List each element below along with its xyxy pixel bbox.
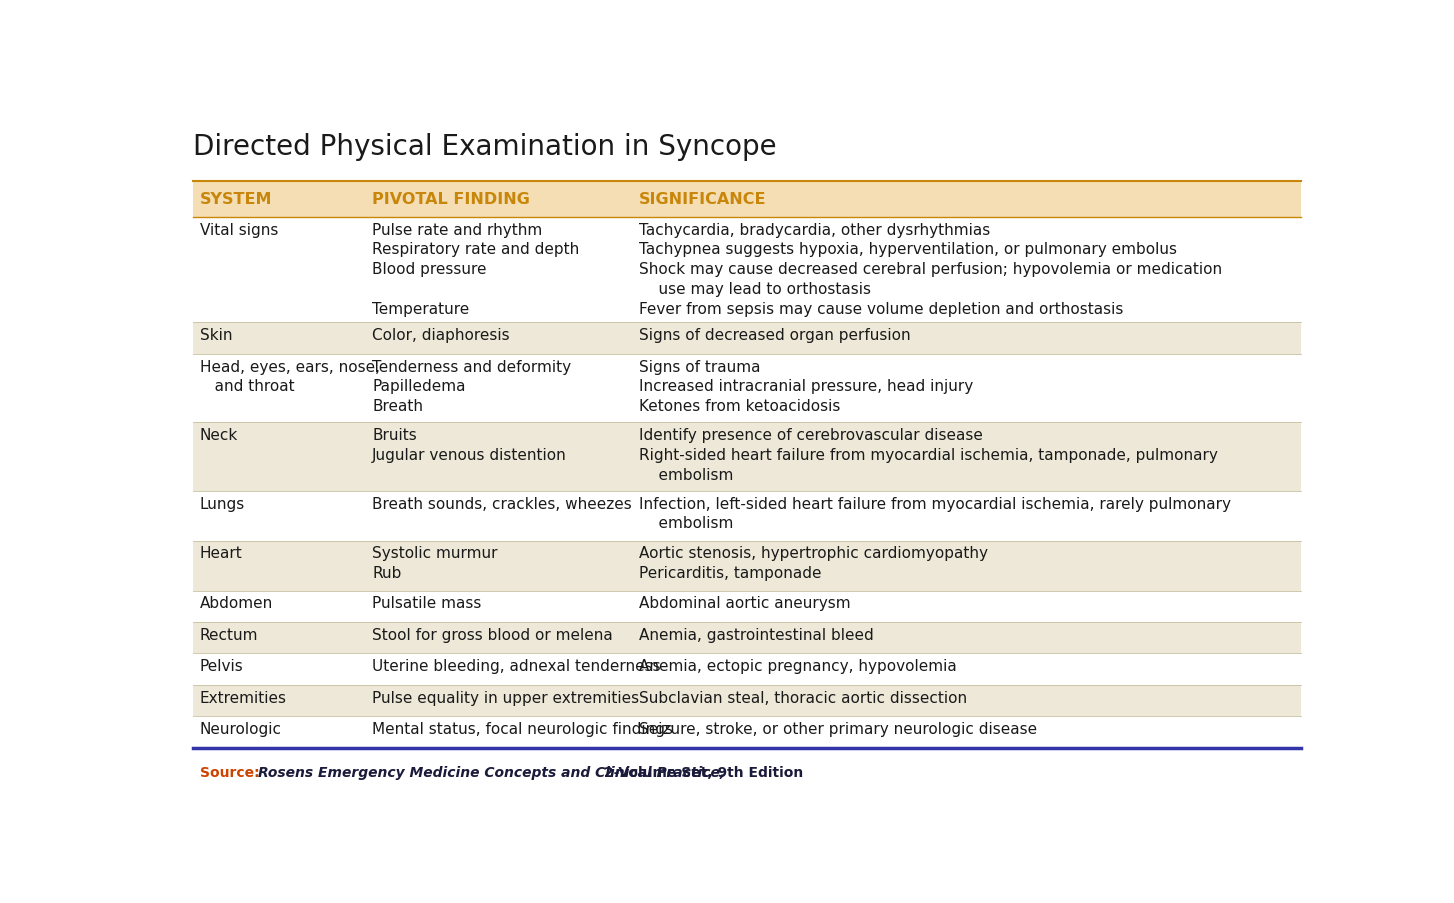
Text: Signs of trauma
Increased intracranial pressure, head injury
Ketones from ketoac: Signs of trauma Increased intracranial p… <box>640 359 974 414</box>
Text: Mental status, focal neurologic findings: Mental status, focal neurologic findings <box>372 721 673 737</box>
Text: Signs of decreased organ perfusion: Signs of decreased organ perfusion <box>640 328 910 343</box>
Text: Aortic stenosis, hypertrophic cardiomyopathy
Pericarditis, tamponade: Aortic stenosis, hypertrophic cardiomyop… <box>640 546 989 581</box>
Text: Pulsatile mass: Pulsatile mass <box>372 596 481 610</box>
Text: Subclavian steal, thoracic aortic dissection: Subclavian steal, thoracic aortic dissec… <box>640 690 967 705</box>
Text: Skin: Skin <box>199 328 233 343</box>
Bar <box>193 354 1301 423</box>
Text: SIGNIFICANCE: SIGNIFICANCE <box>640 192 766 207</box>
Text: Pelvis: Pelvis <box>199 658 243 674</box>
Bar <box>193 717 1301 748</box>
Text: Tachycardia, bradycardia, other dysrhythmias
Tachypnea suggests hypoxia, hyperve: Tachycardia, bradycardia, other dysrhyth… <box>640 222 1223 316</box>
Text: 2-Volume Set, 9th Edition: 2-Volume Set, 9th Edition <box>599 766 803 779</box>
Text: Rectum: Rectum <box>199 628 259 642</box>
Text: Seizure, stroke, or other primary neurologic disease: Seizure, stroke, or other primary neurol… <box>640 721 1037 737</box>
Text: Vital signs: Vital signs <box>199 222 278 237</box>
Bar <box>193 323 1301 354</box>
Text: Extremities: Extremities <box>199 690 286 705</box>
Text: Neurologic: Neurologic <box>199 721 282 737</box>
Bar <box>193 182 1301 218</box>
Text: Infection, left-sided heart failure from myocardial ischemia, rarely pulmonary
 : Infection, left-sided heart failure from… <box>640 496 1232 531</box>
Text: Pulse equality in upper extremities: Pulse equality in upper extremities <box>372 690 640 705</box>
Bar <box>193 423 1301 491</box>
Bar <box>193 491 1301 541</box>
Text: Pulse rate and rhythm
Respiratory rate and depth
Blood pressure

Temperature: Pulse rate and rhythm Respiratory rate a… <box>372 222 580 316</box>
Text: Stool for gross blood or melena: Stool for gross blood or melena <box>372 628 614 642</box>
Text: Directed Physical Examination in Syncope: Directed Physical Examination in Syncope <box>193 133 776 161</box>
Text: Source:: Source: <box>199 766 265 779</box>
Text: Heart: Heart <box>199 546 243 561</box>
Text: SYSTEM: SYSTEM <box>199 192 272 207</box>
Text: Bruits
Jugular venous distention: Bruits Jugular venous distention <box>372 428 567 462</box>
Text: Uterine bleeding, adnexal tenderness: Uterine bleeding, adnexal tenderness <box>372 658 660 674</box>
Text: Abdomen: Abdomen <box>199 596 273 610</box>
Text: Rosens Emergency Medicine Concepts and Clinical Practice,: Rosens Emergency Medicine Concepts and C… <box>259 766 726 779</box>
Text: Head, eyes, ears, nose,
   and throat: Head, eyes, ears, nose, and throat <box>199 359 379 394</box>
Text: Anemia, ectopic pregnancy, hypovolemia: Anemia, ectopic pregnancy, hypovolemia <box>640 658 957 674</box>
Bar <box>193 591 1301 622</box>
Text: Systolic murmur
Rub: Systolic murmur Rub <box>372 546 497 581</box>
Text: Identify presence of cerebrovascular disease
Right-sided heart failure from myoc: Identify presence of cerebrovascular dis… <box>640 428 1218 482</box>
Bar <box>193 685 1301 717</box>
Text: Neck: Neck <box>199 428 238 442</box>
Text: Color, diaphoresis: Color, diaphoresis <box>372 328 510 343</box>
Text: Abdominal aortic aneurysm: Abdominal aortic aneurysm <box>640 596 851 610</box>
Bar <box>193 654 1301 685</box>
Bar <box>193 541 1301 591</box>
Text: Lungs: Lungs <box>199 496 246 511</box>
Text: Anemia, gastrointestinal bleed: Anemia, gastrointestinal bleed <box>640 628 874 642</box>
Text: Tenderness and deformity
Papilledema
Breath: Tenderness and deformity Papilledema Bre… <box>372 359 571 414</box>
Bar <box>193 622 1301 654</box>
Text: PIVOTAL FINDING: PIVOTAL FINDING <box>372 192 531 207</box>
Text: Breath sounds, crackles, wheezes: Breath sounds, crackles, wheezes <box>372 496 632 511</box>
